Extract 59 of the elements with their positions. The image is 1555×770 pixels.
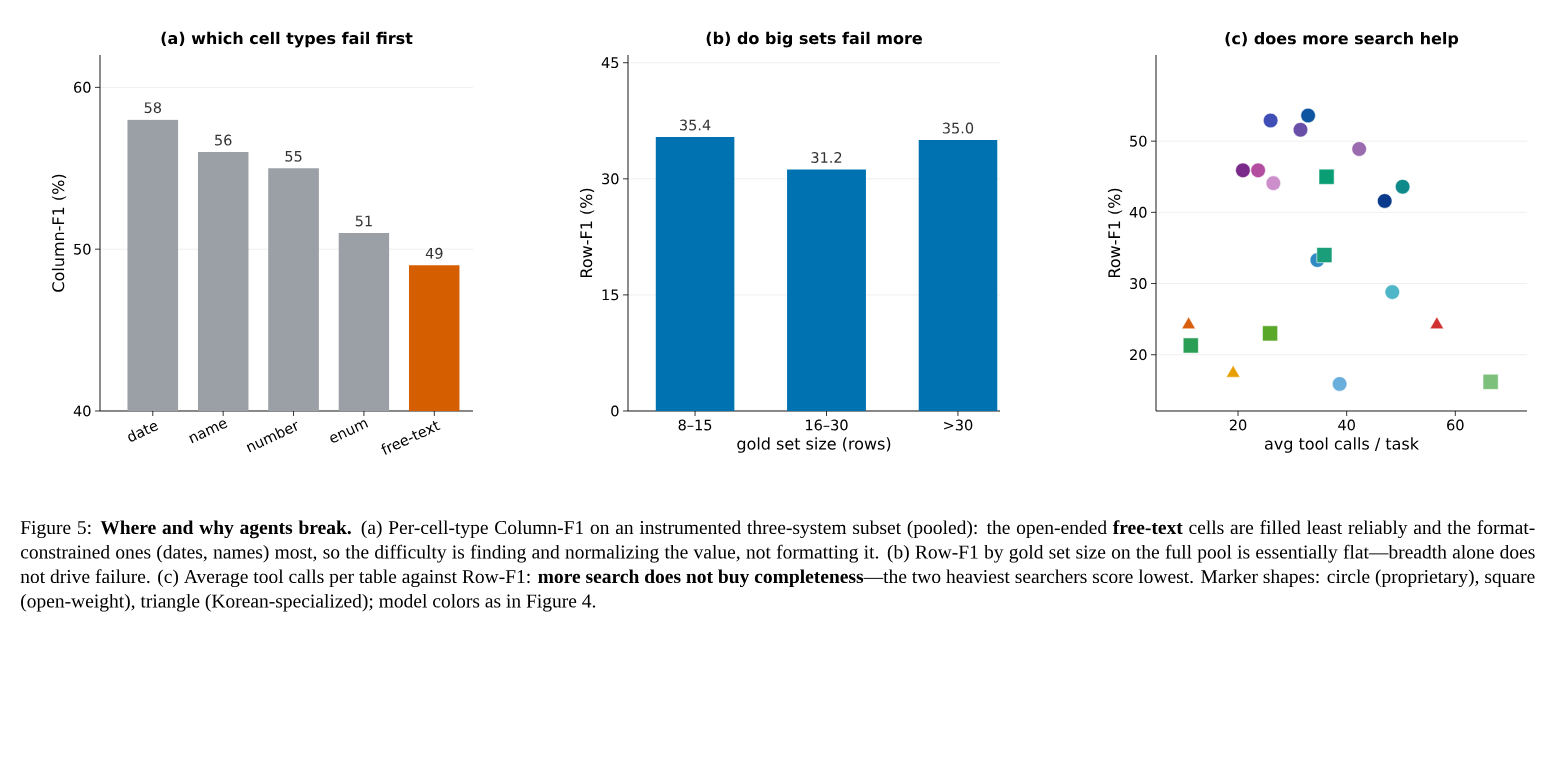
data-label: 35.4 <box>680 119 711 131</box>
x-tick-label: 60 <box>1447 419 1464 431</box>
y-axis-title: Row-F1 (%) <box>579 188 595 278</box>
x-tick-label: 20 <box>1229 419 1247 431</box>
y-axis-title: Row-F1 (%) <box>1107 188 1123 278</box>
bar <box>918 140 998 411</box>
x-tick-label: enum <box>330 420 369 443</box>
data-label: 49 <box>425 247 443 259</box>
point <box>1265 175 1281 191</box>
chart-title: (a) which cell types fail first <box>161 31 413 48</box>
x-axis-title: avg tool calls / task <box>1264 437 1419 453</box>
point <box>1235 162 1251 178</box>
point <box>1263 112 1279 129</box>
point <box>1384 284 1400 300</box>
point <box>1429 316 1445 330</box>
point <box>1292 122 1309 138</box>
point <box>1332 376 1348 392</box>
point <box>1225 364 1241 378</box>
x-tick-label: name <box>189 420 228 444</box>
data-label: 58 <box>144 102 162 114</box>
y-tick-label: 0 <box>611 405 619 417</box>
point <box>1250 162 1266 178</box>
point <box>1318 168 1335 185</box>
x-tick-label: 40 <box>1338 419 1355 431</box>
data-label: 51 <box>355 215 372 227</box>
data-label: 56 <box>215 134 232 146</box>
x-tick-label: 8–15 <box>678 419 712 431</box>
point <box>1262 325 1278 342</box>
bar <box>787 169 866 411</box>
y-tick-label: 40 <box>1129 206 1147 218</box>
y-tick-label: 45 <box>601 57 619 69</box>
chart-title: (c) does more search help <box>1225 31 1459 48</box>
x-axis-title: gold set size (rows) <box>737 437 891 453</box>
y-tick-label: 40 <box>73 405 91 417</box>
bar <box>655 137 735 411</box>
y-tick-label: 60 <box>74 81 91 93</box>
y-tick-label: 15 <box>602 289 619 301</box>
x-tick-label: date <box>128 423 159 442</box>
point <box>1300 107 1316 124</box>
y-tick-label: 20 <box>1130 349 1147 361</box>
point <box>1482 373 1499 390</box>
data-label: 31.2 <box>811 152 842 163</box>
y-tick-label: 50 <box>1130 135 1147 147</box>
point <box>1182 337 1199 354</box>
y-tick-label: 30 <box>602 173 619 185</box>
chart-title: (b) do big sets fail more <box>706 31 922 48</box>
y-tick-label: 50 <box>74 243 91 255</box>
point <box>1351 141 1367 157</box>
x-tick-label: >30 <box>944 419 973 431</box>
point <box>1316 247 1333 263</box>
y-axis-title: Column-F1 (%) <box>51 174 67 292</box>
data-label: 35.0 <box>942 122 974 134</box>
point <box>1377 193 1393 209</box>
point <box>1181 316 1196 330</box>
data-label: 55 <box>285 150 302 162</box>
x-tick-label: 16–30 <box>806 419 848 431</box>
point <box>1395 179 1411 195</box>
text: Figure 5: Where and why agents break. (a) Per-cell-type Column-F1 on an instrumented three-system subset (pooled): the open-ended free-text cells are filled least reliably and the format-constrained ones (dates, names) most, so the difficulty is finding and normalizing the value, not formatting it. (b) Row-F1 by gold set size on the full pool is essentially flat—breadth alone does not drive failure. (c) Average tool calls per table against Row-F1: more search does not buy completeness—the two heaviest searchers score lowest. Marker shapes: circle (proprietary), square (open-weight), triangle (Korean-specialized); model colors as in Figure 4. <box>20 520 1535 612</box>
y-tick-label: 30 <box>1130 278 1147 290</box>
